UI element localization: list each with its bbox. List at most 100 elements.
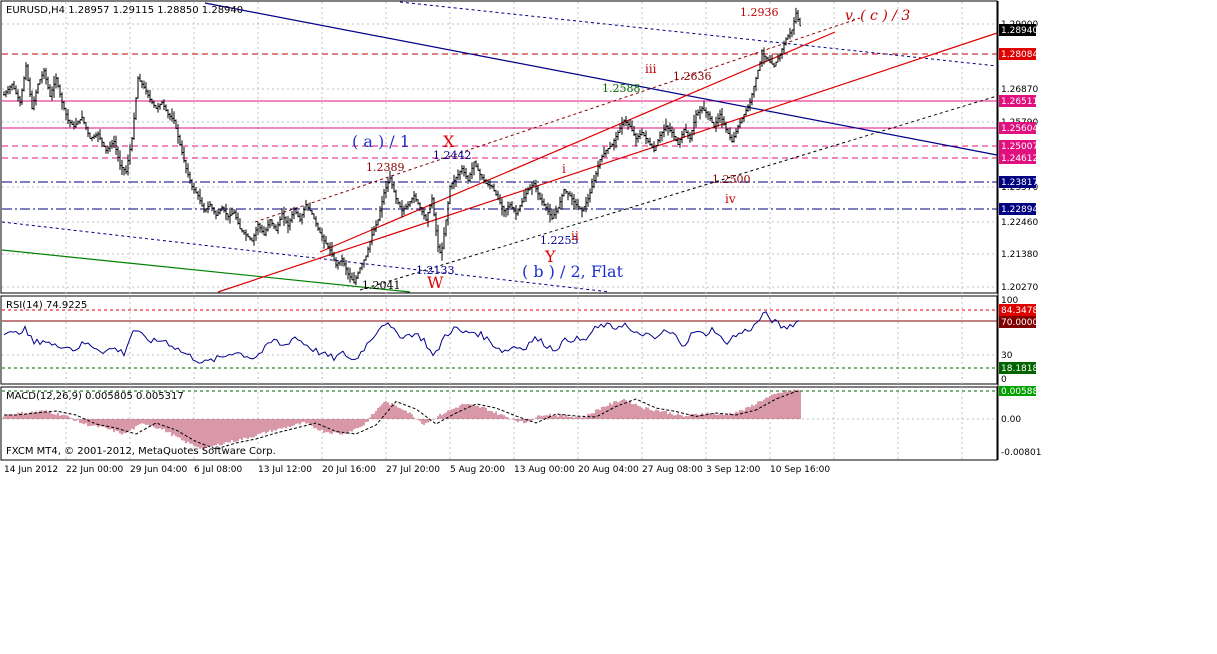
- price-bar: [687, 130, 689, 140]
- price-bar: [395, 189, 397, 204]
- price-bar: [151, 98, 153, 105]
- price-bar: [655, 144, 657, 152]
- price-bar: [351, 272, 353, 281]
- price-bar: [659, 131, 661, 143]
- price-bar: [491, 184, 493, 189]
- price-bar: [321, 228, 323, 242]
- price-bar: [229, 207, 231, 224]
- price-bar: [503, 205, 505, 217]
- rsi-tag-84: 84.3478: [1001, 306, 1038, 316]
- price-bar: [509, 201, 511, 208]
- price-bar: [577, 199, 579, 211]
- annotation-1.2255: 1.2255: [540, 234, 579, 247]
- price-bar: [43, 67, 45, 80]
- price-tag-current: 1.28940: [1001, 26, 1038, 36]
- price-bar: [389, 170, 391, 184]
- price-bar: [177, 124, 179, 144]
- price-bar: [629, 119, 631, 128]
- price-bar: [145, 82, 147, 95]
- price-bar: [201, 197, 203, 207]
- price-bar: [65, 107, 67, 121]
- blue-dotted-lower-line[interactable]: [1, 221, 611, 293]
- main-price-panel[interactable]: [0, 0, 998, 294]
- price-bar: [433, 197, 435, 217]
- price-bar: [85, 122, 87, 131]
- price-bar: [327, 242, 329, 250]
- rsi-line[interactable]: [3, 311, 800, 364]
- price-bar: [649, 137, 651, 146]
- price-bar: [183, 146, 185, 163]
- price-bar: [699, 106, 701, 120]
- price-bar: [779, 53, 781, 62]
- rsi-axis-labels: 100 30 0: [1001, 296, 1018, 385]
- price-bar: [79, 119, 81, 125]
- price-bar: [209, 201, 211, 208]
- price-bar: [75, 117, 77, 129]
- price-bar: [271, 219, 273, 227]
- price-bar: [69, 119, 71, 128]
- price-bar: [553, 208, 555, 219]
- price-bar: [609, 141, 611, 150]
- price-bar: [289, 218, 291, 231]
- price-bar: [13, 80, 15, 90]
- price-tag-1.22894: 1.22894: [1001, 205, 1038, 215]
- price-bar: [455, 176, 457, 187]
- dark-red-dotted-upper[interactable]: [254, 17, 861, 223]
- rsi-tag-bg: [999, 362, 1036, 374]
- price-bar: [121, 159, 123, 176]
- price-bar: [595, 171, 597, 184]
- price-bar: [325, 235, 327, 245]
- blue-downtrend-line[interactable]: [204, 2, 998, 156]
- blue-dotted-upper-line[interactable]: [399, 1, 998, 67]
- price-bars: [3, 7, 801, 286]
- price-bar: [787, 34, 789, 40]
- price-bar: [217, 209, 219, 216]
- annotation-1.2133: 1.2133: [416, 264, 455, 277]
- price-bar: [347, 267, 349, 280]
- red-channel-upper[interactable]: [319, 31, 836, 253]
- price-bar: [667, 124, 669, 136]
- price-bar: [275, 224, 277, 231]
- wave-label-w: W: [427, 273, 444, 292]
- price-bar: [297, 210, 299, 218]
- price-bar: [155, 104, 157, 109]
- price-bar: [269, 219, 271, 229]
- time-label: 29 Jun 04:00: [130, 465, 187, 475]
- rsi-axis-label: 100: [1001, 296, 1018, 306]
- price-bar: [733, 131, 735, 143]
- green-trend-line[interactable]: [1, 249, 411, 293]
- price-bar: [537, 185, 539, 201]
- price-bar: [583, 206, 585, 212]
- wave-label-iii: iii: [645, 62, 657, 76]
- price-bar: [613, 138, 615, 151]
- price-bar: [287, 215, 289, 234]
- rsi-tags: 84.3478 70.0000 18.1818: [999, 304, 1038, 374]
- time-label: 20 Jul 16:00: [322, 465, 376, 475]
- price-bar: [123, 167, 125, 176]
- price-tags: 1.28940 1.28084 1.26511 1.25604 1.25007 …: [999, 24, 1038, 215]
- price-bar: [399, 201, 401, 208]
- time-label: 13 Jul 12:00: [258, 465, 312, 475]
- price-bar: [397, 197, 399, 205]
- price-bar: [723, 116, 725, 126]
- price-bar: [379, 206, 381, 222]
- annotation-1.2936: 1.2936: [740, 6, 779, 19]
- macd-panel[interactable]: [0, 386, 998, 461]
- rsi-panel[interactable]: [0, 295, 998, 385]
- wave-label-x: X: [443, 132, 455, 151]
- price-bar: [695, 109, 697, 128]
- price-bar: [107, 146, 109, 154]
- macd-tag-bg: [999, 386, 1036, 396]
- price-bar: [365, 255, 367, 261]
- price-bar: [487, 179, 489, 187]
- black-dotted-lower[interactable]: [359, 95, 998, 291]
- price-bar: [195, 187, 197, 194]
- rsi-axis-label: 0: [1001, 375, 1007, 385]
- price-bar: [633, 125, 635, 137]
- price-bar: [53, 76, 55, 98]
- price-bar: [631, 120, 633, 132]
- red-channel-lower[interactable]: [217, 32, 998, 293]
- price-bar: [367, 246, 369, 258]
- price-bar: [725, 121, 727, 133]
